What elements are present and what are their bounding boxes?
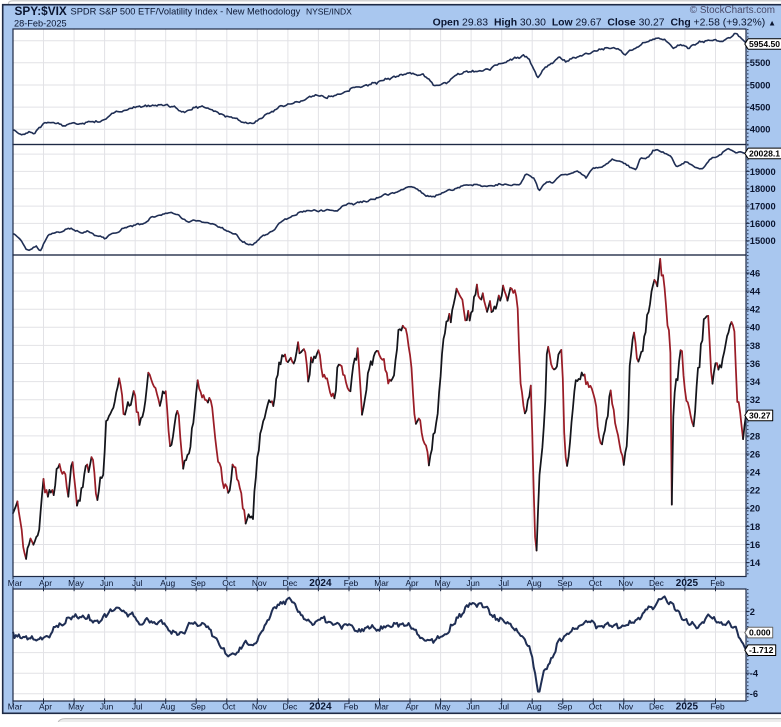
svg-text:28: 28 bbox=[750, 431, 760, 441]
svg-text:0.000: 0.000 bbox=[749, 628, 771, 638]
svg-text:Jun: Jun bbox=[466, 578, 480, 588]
svg-text:Sep: Sep bbox=[557, 578, 572, 588]
svg-text:Oct: Oct bbox=[222, 578, 236, 588]
svg-text:Aug: Aug bbox=[527, 578, 542, 588]
svg-text:May: May bbox=[68, 578, 85, 588]
svg-text:Jul: Jul bbox=[498, 702, 509, 712]
svg-text:Nov: Nov bbox=[252, 702, 268, 712]
svg-text:Open 29.83 High 30.30 Low 29.6: Open 29.83 High 30.30 Low 29.67 Close 30… bbox=[433, 18, 776, 29]
svg-text:Nov: Nov bbox=[252, 578, 268, 588]
svg-text:Dec: Dec bbox=[649, 702, 664, 712]
svg-text:4000: 4000 bbox=[750, 125, 771, 135]
svg-text:2024: 2024 bbox=[309, 702, 332, 713]
svg-text:20: 20 bbox=[750, 504, 760, 514]
svg-text:SPY:$VIX: SPY:$VIX bbox=[15, 4, 67, 18]
svg-text:Oct: Oct bbox=[222, 702, 236, 712]
svg-text:15000: 15000 bbox=[750, 236, 776, 246]
svg-text:Sep: Sep bbox=[191, 578, 206, 588]
svg-text:Mar: Mar bbox=[374, 578, 389, 588]
svg-text:Dec: Dec bbox=[282, 578, 297, 588]
svg-text:Feb: Feb bbox=[344, 702, 359, 712]
svg-text:Jun: Jun bbox=[100, 702, 114, 712]
svg-text:Nov: Nov bbox=[618, 578, 634, 588]
svg-text:2: 2 bbox=[750, 607, 755, 617]
svg-text:4500: 4500 bbox=[750, 103, 771, 113]
svg-text:Apr: Apr bbox=[405, 578, 418, 588]
svg-text:26: 26 bbox=[750, 449, 760, 459]
svg-text:Dec: Dec bbox=[649, 578, 664, 588]
svg-text:Mar: Mar bbox=[374, 702, 389, 712]
svg-text:5000: 5000 bbox=[750, 80, 771, 90]
svg-text:19000: 19000 bbox=[750, 167, 776, 177]
svg-text:46: 46 bbox=[750, 268, 760, 278]
svg-text:Apr: Apr bbox=[39, 702, 52, 712]
svg-text:22: 22 bbox=[750, 486, 760, 496]
svg-text:May: May bbox=[68, 702, 85, 712]
svg-text:28-Feb-2025: 28-Feb-2025 bbox=[14, 18, 67, 28]
svg-text:40: 40 bbox=[750, 323, 760, 333]
svg-text:Jul: Jul bbox=[132, 578, 143, 588]
svg-text:18000: 18000 bbox=[750, 184, 776, 194]
svg-text:Feb: Feb bbox=[710, 702, 725, 712]
svg-text:2024: 2024 bbox=[309, 578, 332, 589]
svg-text:30.27: 30.27 bbox=[749, 410, 771, 420]
svg-text:Sep: Sep bbox=[191, 702, 206, 712]
svg-text:Jun: Jun bbox=[100, 578, 114, 588]
svg-text:5500: 5500 bbox=[750, 58, 771, 68]
svg-text:18: 18 bbox=[750, 522, 760, 532]
svg-text:16000: 16000 bbox=[750, 219, 776, 229]
svg-text:Aug: Aug bbox=[160, 578, 175, 588]
svg-text:Oct: Oct bbox=[589, 702, 603, 712]
svg-text:Nov: Nov bbox=[618, 702, 634, 712]
svg-text:2025: 2025 bbox=[676, 702, 699, 713]
svg-text:24: 24 bbox=[750, 468, 761, 478]
svg-text:Jul: Jul bbox=[132, 702, 143, 712]
svg-text:2025: 2025 bbox=[676, 578, 699, 589]
svg-text:Aug: Aug bbox=[527, 702, 542, 712]
svg-text:42: 42 bbox=[750, 305, 760, 315]
svg-text:20028.1: 20028.1 bbox=[749, 148, 780, 158]
svg-text:May: May bbox=[435, 702, 452, 712]
svg-text:Oct: Oct bbox=[589, 578, 603, 588]
svg-text:May: May bbox=[435, 578, 452, 588]
svg-text:-1.712: -1.712 bbox=[749, 645, 774, 655]
svg-text:Feb: Feb bbox=[710, 578, 725, 588]
svg-text:38: 38 bbox=[750, 341, 760, 351]
svg-text:© StockCharts.com: © StockCharts.com bbox=[690, 5, 775, 16]
svg-text:Dec: Dec bbox=[282, 702, 297, 712]
svg-text:Jul: Jul bbox=[498, 578, 509, 588]
svg-text:Apr: Apr bbox=[405, 702, 418, 712]
svg-text:-4: -4 bbox=[750, 669, 759, 679]
svg-text:Mar: Mar bbox=[8, 578, 23, 588]
svg-text:Mar: Mar bbox=[8, 702, 23, 712]
svg-text:Apr: Apr bbox=[39, 578, 52, 588]
svg-text:36: 36 bbox=[750, 359, 760, 369]
svg-text:SPDR S&P 500 ETF/Volatility In: SPDR S&P 500 ETF/Volatility Index - New … bbox=[71, 7, 301, 17]
svg-text:5954.50: 5954.50 bbox=[749, 39, 780, 49]
svg-text:Aug: Aug bbox=[160, 702, 175, 712]
svg-text:32: 32 bbox=[750, 395, 760, 405]
svg-text:14: 14 bbox=[750, 558, 761, 568]
svg-text:16: 16 bbox=[750, 540, 760, 550]
svg-text:NYSE/INDX: NYSE/INDX bbox=[306, 7, 352, 17]
svg-text:Sep: Sep bbox=[557, 702, 572, 712]
svg-text:Jun: Jun bbox=[466, 702, 480, 712]
svg-text:17000: 17000 bbox=[750, 202, 776, 212]
svg-text:Feb: Feb bbox=[344, 578, 359, 588]
svg-text:34: 34 bbox=[750, 377, 761, 387]
svg-text:44: 44 bbox=[750, 287, 761, 297]
svg-text:-6: -6 bbox=[750, 689, 758, 699]
